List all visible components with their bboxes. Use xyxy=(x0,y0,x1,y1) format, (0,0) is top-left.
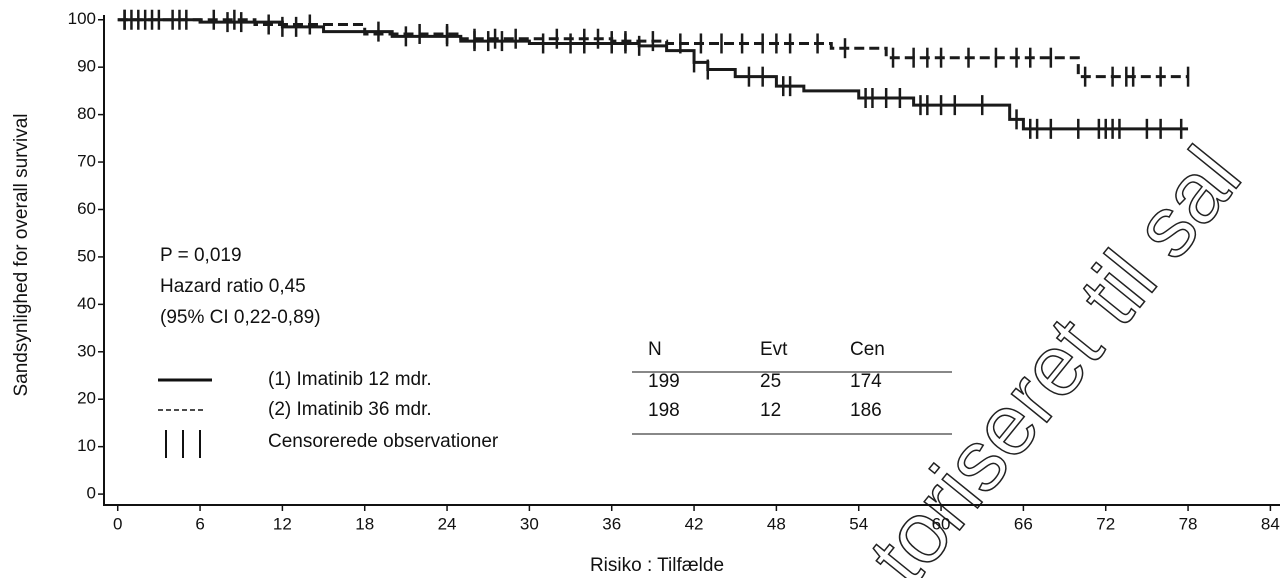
table-cell: 174 xyxy=(850,371,882,392)
x-tick-label: 12 xyxy=(273,514,292,533)
x-tick-label: 78 xyxy=(1179,514,1198,533)
x-tick-label: 72 xyxy=(1096,514,1115,533)
x-tick-label: 42 xyxy=(685,514,704,533)
y-tick-label: 50 xyxy=(77,246,96,265)
annotation: P = 0,019 xyxy=(160,245,242,266)
legend-label: (1) Imatinib 12 mdr. xyxy=(268,369,432,390)
x-tick-label: 36 xyxy=(602,514,621,533)
x-tick-label: 18 xyxy=(355,514,374,533)
x-tick-label: 0 xyxy=(113,514,122,533)
y-tick-label: 20 xyxy=(77,389,96,408)
table-cell: 12 xyxy=(760,400,781,421)
table-header: Cen xyxy=(850,339,885,360)
table-header: Evt xyxy=(760,339,788,360)
legend-label: Censorerede observationer xyxy=(268,431,499,452)
table-header: N xyxy=(648,339,662,360)
y-tick-label: 80 xyxy=(77,104,96,123)
table-cell: 199 xyxy=(648,371,680,392)
annotation: (95% CI 0,22-0,89) xyxy=(160,307,321,328)
y-tick-label: 30 xyxy=(77,341,96,360)
y-axis-title: Sandsynlighed for overall survival xyxy=(11,113,32,396)
legend-censor-symbol xyxy=(165,430,201,458)
survival-curve xyxy=(117,18,1189,79)
x-tick-label: 84 xyxy=(1261,514,1280,533)
y-tick-label: 60 xyxy=(77,199,96,218)
annotation: Hazard ratio 0,45 xyxy=(160,276,306,297)
y-tick-label: 90 xyxy=(77,57,96,76)
legend-label: (2) Imatinib 36 mdr. xyxy=(268,399,432,420)
x-tick-label: 60 xyxy=(932,514,951,533)
y-tick-label: 40 xyxy=(77,294,96,313)
x-axis-title: Risiko : Tilfælde xyxy=(590,555,724,576)
x-tick-label: 66 xyxy=(1014,514,1033,533)
watermark: toriseret til sal xyxy=(851,130,1259,578)
x-tick-label: 6 xyxy=(195,514,204,533)
y-tick-label: 0 xyxy=(87,484,96,503)
x-tick-label: 48 xyxy=(767,514,786,533)
x-tick-label: 30 xyxy=(520,514,539,533)
x-tick-label: 54 xyxy=(849,514,868,533)
table-cell: 198 xyxy=(648,400,680,421)
x-tick-label: 24 xyxy=(438,514,457,533)
y-tick-label: 10 xyxy=(77,436,96,455)
y-tick-label: 100 xyxy=(68,9,96,28)
y-tick-label: 70 xyxy=(77,152,96,171)
table-cell: 25 xyxy=(760,371,781,392)
table-cell: 186 xyxy=(850,400,882,421)
